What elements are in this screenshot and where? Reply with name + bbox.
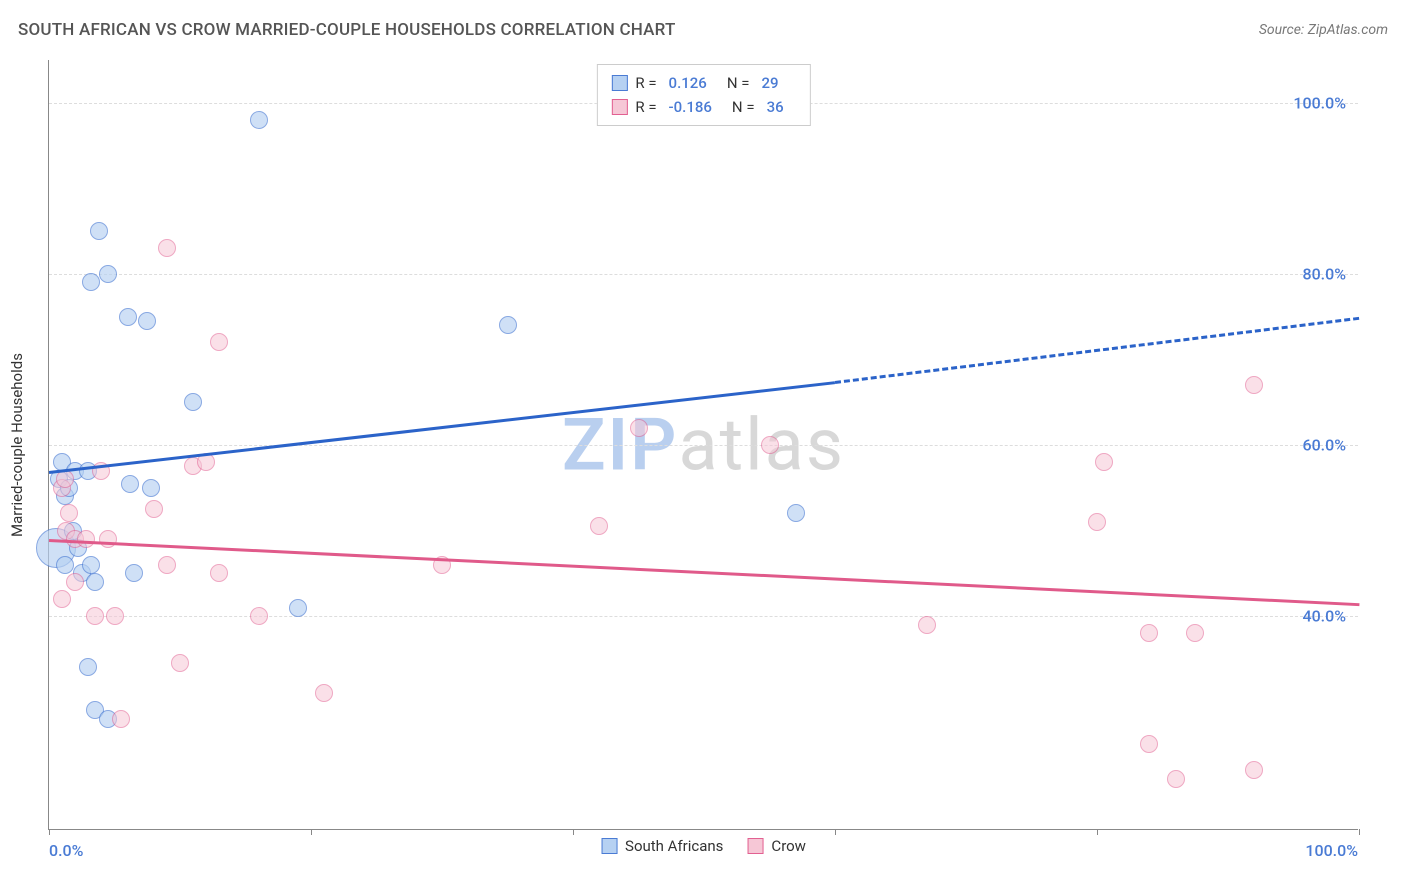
legend-n-value: 29 <box>761 71 778 95</box>
legend-n-label: N = <box>727 71 750 95</box>
data-point <box>1245 761 1263 779</box>
plot-area: Married-couple Households ZIPatlas R =0.… <box>48 60 1358 830</box>
legend-correlation: R = 0.126 N = 29 R = -0.186 N = 36 <box>596 64 810 126</box>
data-point <box>630 419 648 437</box>
data-point <box>1245 376 1263 394</box>
y-tick-label: 40.0% <box>1302 607 1346 626</box>
legend-series-label: Crow <box>771 837 806 855</box>
data-point <box>99 530 117 548</box>
data-point <box>86 573 104 591</box>
legend-swatch <box>747 838 763 854</box>
legend-r-label: R = <box>635 71 656 95</box>
legend-r-value: -0.186 <box>669 95 712 119</box>
legend-swatch <box>601 838 617 854</box>
trend-line <box>49 539 1359 606</box>
data-point <box>499 316 517 334</box>
chart-title: SOUTH AFRICAN VS CROW MARRIED-COUPLE HOU… <box>18 20 676 40</box>
legend-series: South Africans Crow <box>601 837 806 855</box>
data-point <box>1140 624 1158 642</box>
data-point <box>90 222 108 240</box>
x-tick <box>835 829 836 835</box>
data-point <box>158 239 176 257</box>
data-point <box>60 504 78 522</box>
data-point <box>210 564 228 582</box>
data-point <box>761 436 779 454</box>
y-tick-label: 80.0% <box>1302 264 1346 283</box>
gridline-h <box>49 274 1358 275</box>
header: SOUTH AFRICAN VS CROW MARRIED-COUPLE HOU… <box>18 20 1388 40</box>
gridline-h <box>49 616 1358 617</box>
data-point <box>112 710 130 728</box>
data-point <box>1095 453 1113 471</box>
data-point <box>82 273 100 291</box>
data-point <box>289 599 307 617</box>
legend-series-label: South Africans <box>625 837 723 855</box>
trend-line <box>49 381 835 474</box>
data-point <box>250 607 268 625</box>
data-point <box>56 556 74 574</box>
data-point <box>77 530 95 548</box>
data-point <box>66 573 84 591</box>
trend-line <box>835 317 1359 384</box>
data-point <box>787 504 805 522</box>
x-tick-label: 100.0% <box>1305 841 1358 860</box>
y-axis-label: Married-couple Households <box>8 353 26 537</box>
legend-swatch <box>611 99 627 115</box>
legend-r-label: R = <box>635 95 656 119</box>
legend-correlation-row: R = -0.186 N = 36 <box>611 95 795 119</box>
x-tick <box>311 829 312 835</box>
x-tick <box>1097 829 1098 835</box>
y-tick-label: 60.0% <box>1302 436 1346 455</box>
data-point <box>590 517 608 535</box>
x-tick <box>49 829 50 835</box>
data-point <box>142 479 160 497</box>
data-point <box>119 308 137 326</box>
legend-r-value: 0.126 <box>669 71 707 95</box>
y-tick-label: 100.0% <box>1293 93 1346 112</box>
data-point <box>315 684 333 702</box>
data-point <box>1140 735 1158 753</box>
gridline-h <box>49 445 1358 446</box>
data-point <box>250 111 268 129</box>
data-point <box>184 393 202 411</box>
legend-n-value: 36 <box>767 95 784 119</box>
x-tick-label: 0.0% <box>49 841 83 860</box>
data-point <box>106 607 124 625</box>
legend-series-item: Crow <box>747 837 806 855</box>
source-attribution: Source: ZipAtlas.com <box>1259 22 1388 38</box>
data-point <box>171 654 189 672</box>
x-tick <box>1359 829 1360 835</box>
data-point <box>99 265 117 283</box>
data-point <box>138 312 156 330</box>
data-point <box>158 556 176 574</box>
x-tick <box>573 829 574 835</box>
legend-n-label: N = <box>732 95 755 119</box>
data-point <box>86 607 104 625</box>
data-point <box>125 564 143 582</box>
data-point <box>1167 770 1185 788</box>
data-point <box>918 616 936 634</box>
data-point <box>210 333 228 351</box>
data-point <box>79 658 97 676</box>
data-point <box>145 500 163 518</box>
data-point <box>1088 513 1106 531</box>
data-point <box>53 590 71 608</box>
chart-container: SOUTH AFRICAN VS CROW MARRIED-COUPLE HOU… <box>0 0 1406 892</box>
legend-correlation-row: R = 0.126 N = 29 <box>611 71 795 95</box>
data-point <box>121 475 139 493</box>
legend-swatch <box>611 75 627 91</box>
legend-series-item: South Africans <box>601 837 723 855</box>
data-point <box>82 556 100 574</box>
data-point <box>1186 624 1204 642</box>
